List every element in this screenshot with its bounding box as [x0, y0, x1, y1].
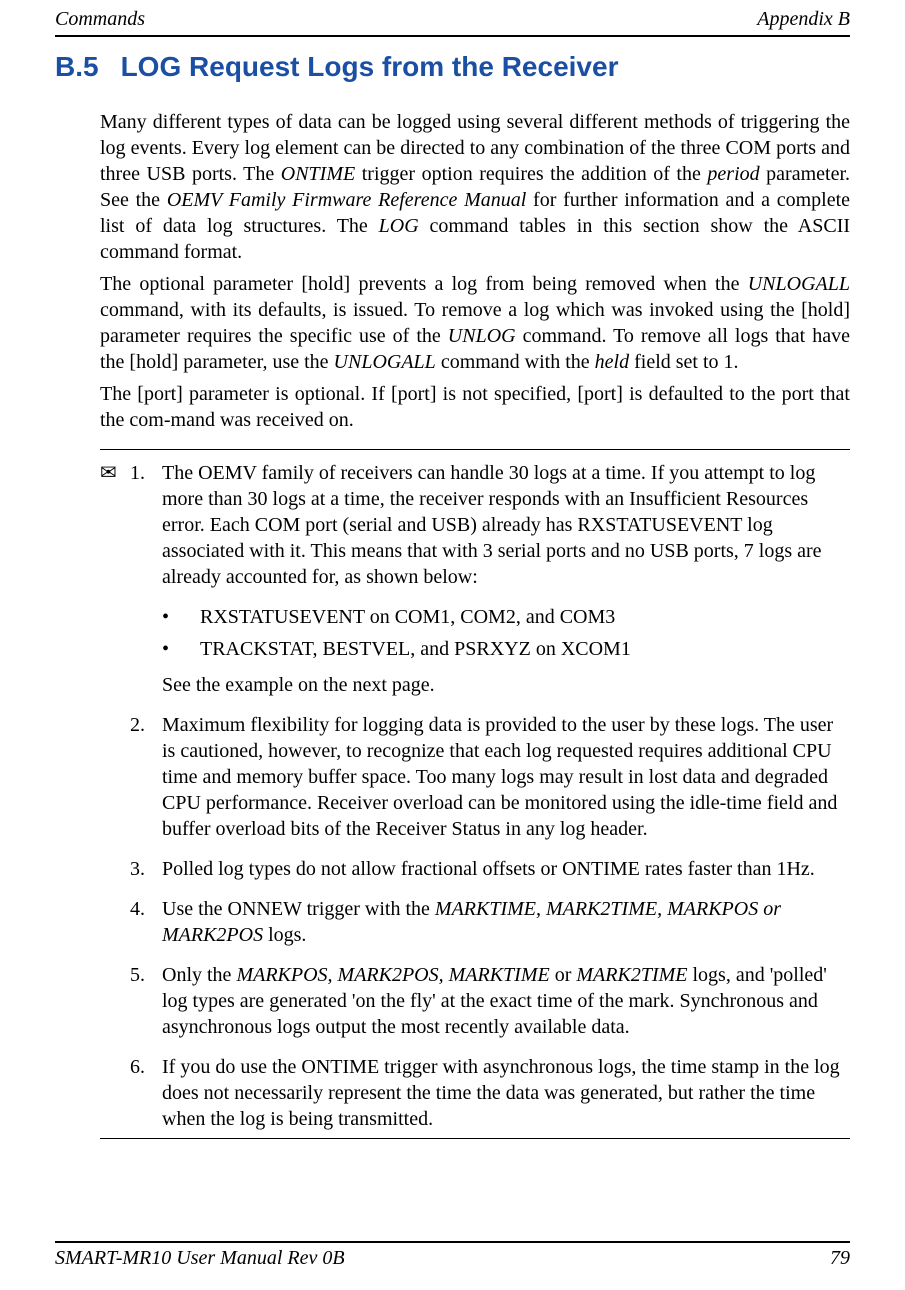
note-2-text: Maximum flexibility for logging data is …: [162, 712, 850, 842]
notes-block: ✉ 1. The OEMV family of receivers can ha…: [100, 460, 850, 1132]
note-rule-top: [100, 449, 850, 450]
note-1-number: 1.: [130, 460, 162, 486]
note-2: 2. Maximum flexibility for logging data …: [100, 712, 850, 842]
p2-unlogall: UNLOGALL: [748, 273, 850, 295]
section-title-text: LOG Request Logs from the Receiver: [121, 51, 619, 83]
paragraph-2: The optional parameter [hold] prevents a…: [100, 271, 850, 375]
bullet-mark: •: [162, 604, 200, 630]
note-5-text: Only the MARKPOS, MARK2POS, MARKTIME or …: [162, 962, 850, 1040]
n5-italic-1: MARKPOS, MARK2POS, MARKTIME: [236, 964, 549, 986]
header-right: Appendix B: [757, 8, 850, 31]
note-4-text: Use the ONNEW trigger with the MARKTIME,…: [162, 896, 850, 948]
section-heading: B.5 LOG Request Logs from the Receiver: [55, 51, 850, 83]
bullet-1: • RXSTATUSEVENT on COM1, COM2, and COM3: [162, 604, 850, 630]
section-number: B.5: [55, 51, 99, 83]
note-3: 3. Polled log types do not allow fractio…: [100, 856, 850, 882]
p2-text-d: command with the: [436, 351, 595, 373]
note-4: 4. Use the ONNEW trigger with the MARKTI…: [100, 896, 850, 948]
page-footer: SMART-MR10 User Manual Rev 0B 79: [55, 1241, 850, 1270]
note-1-text: The OEMV family of receivers can handle …: [162, 460, 850, 590]
note-3-number: 3.: [130, 856, 162, 882]
header-left: Commands: [55, 8, 145, 31]
p1-oemv: OEMV Family Firmware Reference Manual: [167, 189, 527, 211]
p1-ontime: ONTIME: [281, 163, 355, 185]
note-2-number: 2.: [130, 712, 162, 738]
p1-text-b: trigger option requires the addition of …: [355, 163, 707, 185]
bullet-mark: •: [162, 636, 200, 662]
p1-period: period: [707, 163, 759, 185]
p2-unlog: UNLOG: [448, 325, 516, 347]
p2-text-e: field set to 1.: [629, 351, 738, 373]
note-6: 6. If you do use the ONTIME trigger with…: [100, 1054, 850, 1132]
note-1-bullets: • RXSTATUSEVENT on COM1, COM2, and COM3 …: [162, 604, 850, 662]
envelope-icon: ✉: [100, 460, 130, 486]
bullet-1-text: RXSTATUSEVENT on COM1, COM2, and COM3: [200, 604, 615, 630]
header-rule: [55, 35, 850, 37]
footer-page-number: 79: [830, 1247, 850, 1270]
note-3-text: Polled log types do not allow fractional…: [162, 856, 850, 882]
p1-log: LOG: [379, 215, 419, 237]
footer-left: SMART-MR10 User Manual Rev 0B: [55, 1247, 345, 1270]
page-header: Commands Appendix B: [55, 0, 850, 33]
p2-unlogall2: UNLOGALL: [334, 351, 436, 373]
n5-italic-2: MARK2TIME: [576, 964, 687, 986]
n5-a: Only the: [162, 964, 236, 986]
note-rule-bottom: [100, 1138, 850, 1139]
n4-b: logs.: [263, 924, 306, 946]
bullet-2-text: TRACKSTAT, BESTVEL, and PSRXYZ on XCOM1: [200, 636, 631, 662]
note-5: 5. Only the MARKPOS, MARK2POS, MARKTIME …: [100, 962, 850, 1040]
paragraph-3: The [port] parameter is optional. If [po…: [100, 381, 850, 433]
note-6-number: 6.: [130, 1054, 162, 1080]
see-example: See the example on the next page.: [162, 672, 850, 698]
note-1: ✉ 1. The OEMV family of receivers can ha…: [100, 460, 850, 590]
paragraph-1: Many different types of data can be logg…: [100, 109, 850, 265]
note-5-number: 5.: [130, 962, 162, 988]
bullet-2: • TRACKSTAT, BESTVEL, and PSRXYZ on XCOM…: [162, 636, 850, 662]
note-6-text: If you do use the ONTIME trigger with as…: [162, 1054, 850, 1132]
p2-held: held: [595, 351, 629, 373]
n5-b: or: [550, 964, 577, 986]
p2-text-a: The optional parameter [hold] prevents a…: [100, 273, 748, 295]
note-4-number: 4.: [130, 896, 162, 922]
n4-a: Use the ONNEW trigger with the: [162, 898, 435, 920]
